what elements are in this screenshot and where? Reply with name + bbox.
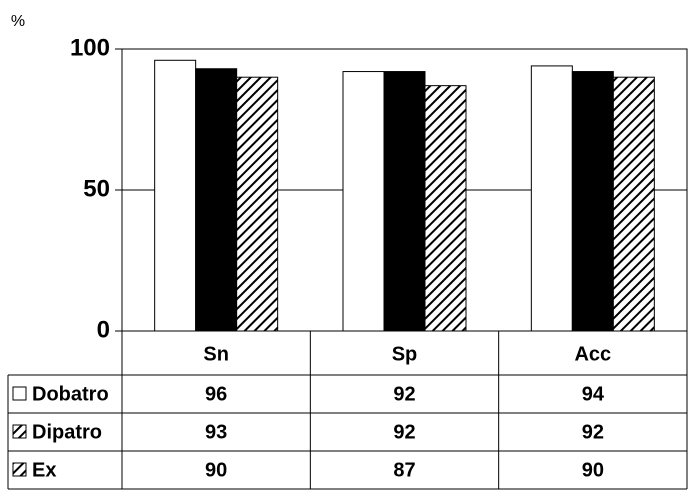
legend-swatch (12, 386, 27, 401)
x-tick-label: Sp (392, 343, 418, 365)
bar (612, 76, 655, 332)
bar (236, 76, 279, 332)
legend-label: Ex (32, 459, 56, 481)
y-tick-label: 50 (83, 175, 110, 202)
table-value: 94 (582, 383, 605, 405)
bar (342, 71, 385, 332)
legend-label: Dipatro (32, 421, 102, 443)
table-value: 90 (582, 459, 604, 481)
bar (530, 65, 573, 332)
table-value: 92 (582, 421, 604, 443)
y-tick-label: 0 (97, 316, 110, 343)
x-tick-label: Sn (203, 343, 229, 365)
y-tick-label: 100 (70, 34, 110, 61)
table-value: 92 (393, 383, 415, 405)
table-value: 92 (393, 421, 415, 443)
legend-swatch (12, 462, 27, 477)
bar (383, 71, 426, 332)
table-value: 96 (205, 383, 227, 405)
x-tick-label: Acc (574, 343, 611, 365)
y-axis-label: % (11, 13, 25, 30)
bar (154, 59, 197, 332)
bar (195, 68, 238, 332)
legend-label: Dobatro (32, 383, 109, 405)
table-value: 93 (205, 421, 227, 443)
legend-swatch (12, 424, 27, 439)
table-value: 90 (205, 459, 227, 481)
table-value: 87 (393, 459, 415, 481)
bar (424, 85, 467, 332)
bar (571, 71, 614, 332)
